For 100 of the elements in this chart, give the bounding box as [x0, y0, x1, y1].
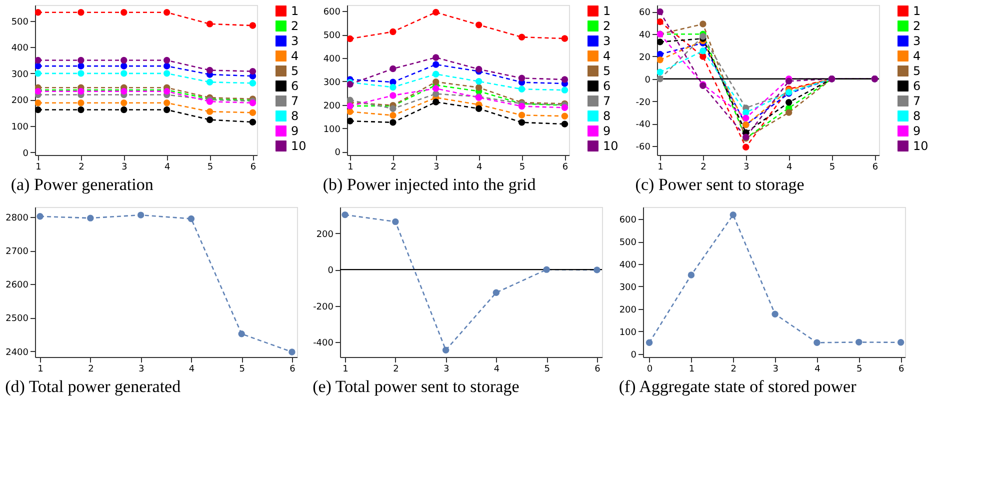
- point: [518, 86, 526, 92]
- point: [518, 34, 526, 40]
- point: [700, 20, 706, 28]
- x-tick-label: 2: [88, 364, 94, 374]
- point: [432, 61, 440, 68]
- x-tick-label: 6: [898, 364, 904, 374]
- text: (c) Power sent to storage: [635, 175, 804, 194]
- x-tick-label: 1: [688, 364, 695, 374]
- legend-label: 3: [913, 34, 921, 48]
- point: [561, 86, 568, 94]
- y-tick-label: 400: [323, 54, 341, 64]
- point: [249, 118, 256, 126]
- point: [35, 56, 42, 64]
- point: [742, 109, 750, 116]
- legend-label: 8: [291, 109, 299, 123]
- point: [518, 74, 526, 82]
- y-tick-label: 300: [323, 78, 341, 88]
- point: [137, 212, 144, 218]
- y-tick-label: 2800: [6, 214, 29, 224]
- y-tick-label: 300: [11, 70, 29, 80]
- point: [288, 348, 296, 356]
- legend-label: 7: [913, 94, 921, 108]
- point: [78, 106, 84, 114]
- legend-label: 4: [603, 49, 611, 63]
- legend-label: 3: [603, 34, 611, 48]
- point: [700, 48, 706, 54]
- legend-label: 2: [603, 19, 611, 33]
- text: (d) Total power generated: [5, 377, 182, 396]
- point: [442, 346, 450, 354]
- y-tick-label: -200: [313, 302, 334, 312]
- point: [390, 105, 396, 112]
- x-tick-label: 3: [434, 162, 440, 172]
- x-tick-label: 4: [814, 364, 821, 374]
- point: [390, 112, 396, 119]
- y-tick-label: 0: [22, 148, 29, 159]
- point: [657, 76, 664, 82]
- x-tick-label: 2: [700, 162, 706, 172]
- legend-label: 1: [603, 4, 611, 18]
- legend-label: 5: [603, 64, 611, 78]
- point: [120, 100, 128, 106]
- y-tick-label: 0: [328, 266, 334, 276]
- y-tick-label: 200: [323, 101, 341, 112]
- legend-label: 3: [291, 34, 299, 48]
- point: [249, 109, 256, 116]
- y-tick-label: -20: [636, 98, 651, 108]
- point: [249, 22, 256, 29]
- point: [188, 215, 195, 222]
- legend-label: 10: [291, 139, 306, 153]
- x-tick-label: 4: [786, 162, 792, 172]
- y-tick-label: -60: [636, 142, 651, 153]
- y-tick-label: 500: [619, 238, 637, 248]
- y-tick-label: 2600: [6, 280, 29, 291]
- point: [163, 70, 170, 77]
- point: [700, 32, 706, 40]
- point: [561, 120, 568, 128]
- point: [120, 9, 128, 16]
- point: [120, 106, 128, 114]
- legend-label: 6: [603, 79, 611, 93]
- point: [475, 84, 482, 91]
- point: [518, 112, 526, 119]
- point: [543, 266, 550, 273]
- x-tick-label: 6: [594, 364, 601, 374]
- point: [163, 62, 170, 70]
- point: [390, 119, 396, 126]
- point: [120, 56, 128, 64]
- point: [120, 70, 128, 77]
- point: [561, 112, 568, 120]
- point: [78, 100, 84, 106]
- legend-label: 6: [913, 79, 921, 93]
- x-tick-label: 1: [36, 162, 42, 172]
- point: [342, 211, 348, 218]
- point: [742, 114, 750, 122]
- point: [206, 20, 214, 28]
- point: [432, 78, 440, 86]
- point: [475, 105, 482, 112]
- y-tick-label: 2400: [6, 348, 29, 358]
- x-tick-label: 6: [872, 162, 878, 172]
- point: [120, 62, 128, 70]
- legend-label: 8: [913, 109, 921, 123]
- x-tick-label: 2: [393, 364, 399, 374]
- x-tick-label: 6: [562, 162, 568, 172]
- legend-label: 7: [603, 94, 611, 108]
- legend-label: 1: [291, 4, 299, 18]
- point: [163, 100, 170, 106]
- y-tick-label: -400: [313, 338, 334, 349]
- point: [163, 9, 170, 16]
- x-tick-label: 2: [730, 364, 736, 374]
- point: [856, 338, 862, 346]
- x-tick-label: 4: [476, 162, 482, 172]
- point: [657, 56, 664, 64]
- x-tick-label: 1: [38, 364, 44, 374]
- y-tick-label: 400: [619, 260, 637, 271]
- point: [206, 108, 214, 115]
- point: [87, 214, 94, 222]
- point: [657, 68, 664, 76]
- x-tick-label: 4: [164, 162, 170, 172]
- point: [206, 66, 214, 74]
- point: [347, 108, 354, 115]
- legend-label: 5: [291, 64, 299, 78]
- x-tick-label: 6: [250, 162, 256, 172]
